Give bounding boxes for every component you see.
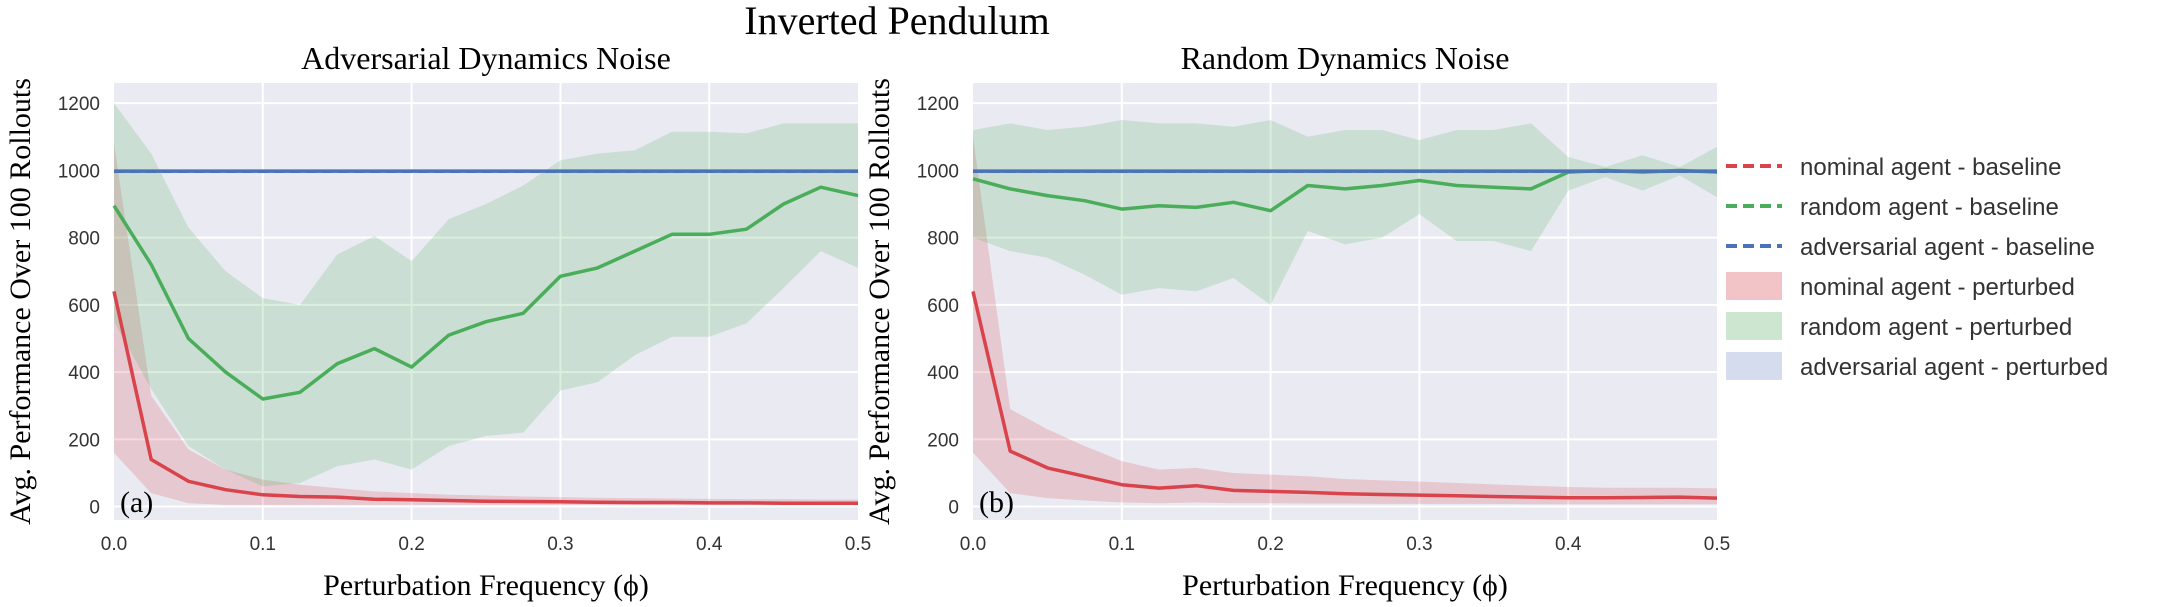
chart-panel-b: 0.0 0.1 0.2 0.3 0.4 0.5 0 200 400 600 800 1000 1200 R…: [863, 40, 1730, 602]
panels: 0.0 0.1 0.2 0.3 0.4 0.5 0 200 400 600 800 1000 1200 A…: [4, 40, 1730, 602]
y-tick-label: 200: [68, 430, 100, 451]
y-axis-label: Avg. Performance Over 100 Rollouts: [863, 78, 896, 525]
line-nominal-agent-perturbed: [971, 291, 1718, 500]
figure-title: Inverted Pendulum: [744, 0, 1050, 43]
x-axis-label: Perturbation Frequency (ϕ): [323, 569, 649, 602]
legend-label-adversarial-agent-perturbed: adversarial agent - perturbed: [1800, 354, 2108, 381]
x-tick-label: 0.1: [1109, 534, 1135, 555]
plot-background: [973, 83, 1717, 520]
y-tick-label: 800: [927, 229, 959, 250]
x-tick-label: 0.2: [398, 534, 424, 555]
legend-swatch-adversarial-agent-perturbed: [1726, 352, 1782, 380]
legend-label-nominal-agent-baseline: nominal agent - baseline: [1800, 154, 2062, 181]
x-tick-label: 0.3: [547, 534, 573, 555]
x-axis-label: Perturbation Frequency (ϕ): [1182, 569, 1508, 602]
x-tick-label: 0.2: [1257, 534, 1283, 555]
y-tick-label: 1200: [917, 94, 959, 115]
y-tick-label: 1000: [917, 161, 959, 182]
legend-label-random-agent-perturbed: random agent - perturbed: [1800, 314, 2072, 341]
x-tick-label: 0.5: [845, 534, 871, 555]
y-tick-label: 600: [68, 296, 100, 317]
y-axis-label: Avg. Performance Over 100 Rollouts: [4, 78, 37, 525]
legend-swatch-random-agent-perturbed: [1726, 312, 1782, 340]
x-tick-label: 0.3: [1406, 534, 1432, 555]
x-tick-label: 0.1: [250, 534, 276, 555]
y-tick-label: 600: [927, 296, 959, 317]
x-tick-label: 0.0: [101, 534, 127, 555]
panel-label: (b): [979, 486, 1014, 519]
band-random-agent-perturbed: [973, 119, 1717, 305]
x-tick-label: 0.0: [960, 534, 986, 555]
plot-background: [114, 83, 858, 520]
chart-panel-a: 0.0 0.1 0.2 0.3 0.4 0.5 0 200 400 600 800 1000 1200 A…: [4, 40, 871, 602]
legend: nominal agent - baseline random agent - b…: [1726, 154, 2108, 381]
chart-title: Random Dynamics Noise: [1181, 40, 1510, 76]
band-nominal-agent-perturbed: [114, 143, 858, 505]
legend-swatch-nominal-agent-perturbed: [1726, 272, 1782, 300]
chart-title: Adversarial Dynamics Noise: [301, 40, 671, 76]
y-tick-label: 0: [948, 498, 959, 519]
x-tick-label: 0.4: [696, 534, 723, 555]
y-tick-label: 1200: [58, 94, 100, 115]
line-random-agent-perturbed: [112, 185, 859, 401]
legend-label-random-agent-baseline: random agent - baseline: [1800, 194, 2059, 221]
legend-label-nominal-agent-perturbed: nominal agent - perturbed: [1800, 274, 2075, 301]
x-tick-label: 0.4: [1555, 534, 1582, 555]
y-tick-label: 400: [927, 363, 959, 384]
y-tick-label: 800: [68, 229, 100, 250]
y-tick-label: 400: [68, 363, 100, 384]
y-tick-label: 200: [927, 430, 959, 451]
legend-label-adversarial-agent-baseline: adversarial agent - baseline: [1800, 234, 2095, 261]
panel-label: (a): [120, 486, 153, 519]
x-tick-label: 0.5: [1704, 534, 1730, 555]
y-tick-label: 0: [89, 498, 100, 519]
line-nominal-agent-perturbed: [112, 291, 858, 505]
y-tick-label: 1000: [58, 161, 100, 182]
